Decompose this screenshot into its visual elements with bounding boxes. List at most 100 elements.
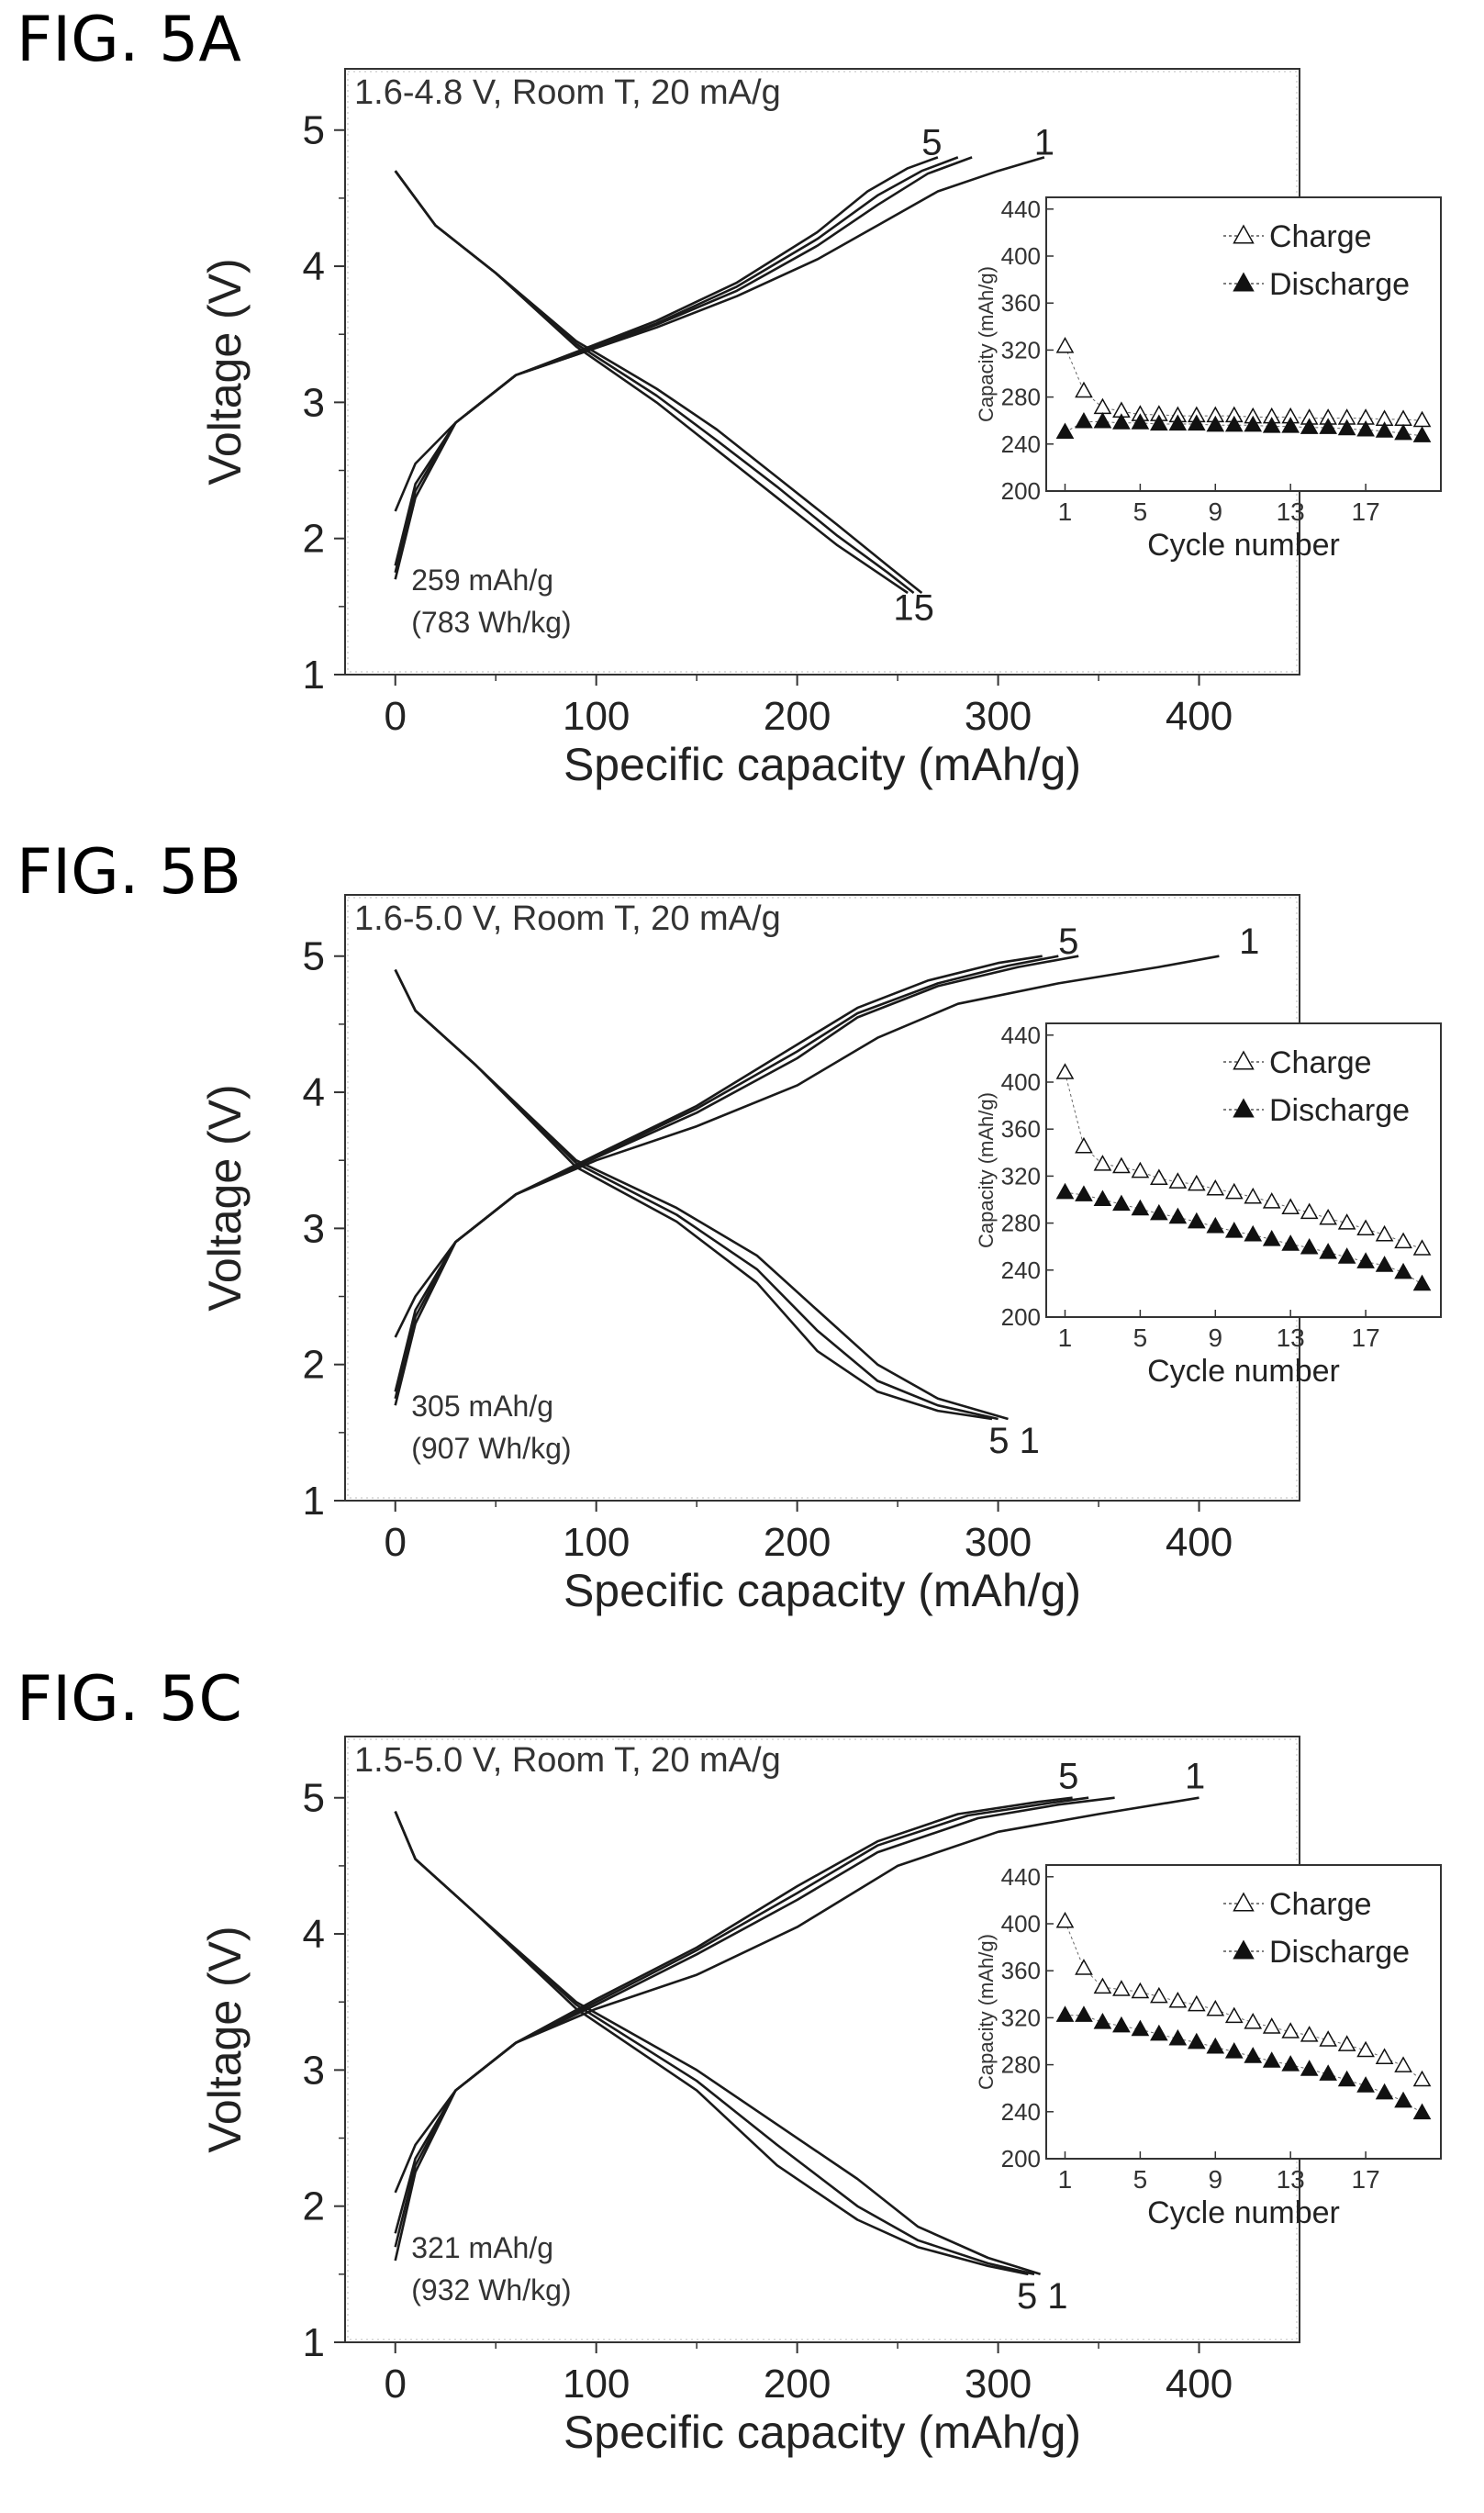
cycle-label: 1: [1239, 921, 1259, 962]
charge-marker: [1131, 1161, 1150, 1178]
charge-marker: [1319, 2030, 1337, 2047]
discharge-marker: [1337, 419, 1356, 436]
charge-marker: [1244, 1187, 1263, 1204]
discharge-marker: [1075, 2005, 1093, 2022]
inset-x-tick-label: 13: [1277, 1324, 1305, 1352]
y-tick-label: 1: [303, 2320, 325, 2365]
inset-x-tick-label: 1: [1058, 497, 1073, 526]
discharge-marker: [1244, 415, 1263, 432]
plot-inner-border: [347, 897, 1298, 1499]
inset-y-tick-label: 240: [1001, 1256, 1041, 1284]
x-tick-label: 400: [1166, 2362, 1233, 2407]
capacity-annotation: 321 mAh/g: [411, 2231, 553, 2264]
x-tick-label: 400: [1166, 694, 1233, 739]
inset-x-tick-label: 17: [1352, 2165, 1380, 2194]
discharge-marker: [1112, 1194, 1131, 1212]
inset-x-tick-label: 13: [1277, 497, 1305, 526]
voltage-chart-5b: 0 100 200 300 400 1 2 3 4 5 Specific capacity (mAh…: [199, 894, 1442, 1616]
inset-plot: 200 240 280 320 360 400 440 1 5 9 13 17 Cycle number…: [975, 1863, 1442, 2230]
inset-y-tick-label: 200: [1001, 1303, 1041, 1331]
x-tick-label: 300: [965, 1520, 1032, 1565]
charge-marker: [1319, 1208, 1337, 1225]
discharge-marker: [1394, 2091, 1412, 2108]
discharge-marker: [1244, 1224, 1263, 1242]
x-tick-label: 400: [1166, 1520, 1233, 1565]
cycle-label: 5: [1058, 1756, 1078, 1796]
inset-x-tick-label: 5: [1133, 1324, 1148, 1352]
discharge-marker: [1337, 1247, 1356, 1264]
discharge-marker: [1131, 2019, 1150, 2037]
inset-y-tick-label: 440: [1001, 195, 1041, 223]
discharge-marker: [1075, 1185, 1093, 1201]
discharge-marker: [1168, 2028, 1188, 2046]
inset-y-tick-label: 440: [1001, 1863, 1041, 1891]
inset-y-tick-label: 200: [1001, 2145, 1041, 2172]
discharge-marker: [1319, 1243, 1337, 1259]
charge-marker: [1075, 381, 1093, 398]
capacity-annotation: 305 mAh/g: [411, 1390, 553, 1423]
discharge-marker: [1375, 2083, 1394, 2100]
discharge-marker: [1337, 2070, 1356, 2087]
figure-label: FIG. 5A: [17, 4, 241, 76]
discharge-marker: [1206, 415, 1225, 432]
cycle-label: 1: [1034, 122, 1054, 162]
figure-panel-5c: FIG. 5C 0 100 200 300 400 1 2 3 4 5 Specific capac…: [0, 1663, 1484, 2489]
series-line-cycle-1-charge: [394, 156, 1045, 512]
charge-marker: [1206, 1178, 1225, 1196]
inset-x-tick-label: 9: [1208, 1324, 1222, 1352]
inset-x-tick-label: 9: [1208, 497, 1222, 526]
discharge-marker: [1281, 417, 1300, 433]
series-line-cycle-5-charge: [394, 955, 1043, 1406]
plot-inner-border: [347, 1738, 1298, 2340]
capacity-annotation: 259 mAh/g: [411, 564, 553, 597]
series-line-cycle-2-charge: [394, 156, 973, 566]
charge-marker: [1168, 1172, 1188, 1189]
y-tick-label: 5: [303, 934, 325, 979]
charge-marker: [1206, 1999, 1225, 2016]
inset-y-tick-label: 280: [1001, 2051, 1041, 2079]
discharge-marker: [1055, 422, 1075, 440]
series-line-cycle-5-charge: [394, 1796, 1073, 2262]
chart-title: 1.6-5.0 V, Room T, 20 mA/g: [354, 899, 781, 938]
x-axis-label: Specific capacity (mAh/g): [563, 739, 1081, 790]
charge-marker: [1131, 1982, 1150, 1999]
discharge-marker: [1375, 1256, 1394, 1272]
cycle-label: 5 1: [1017, 2276, 1068, 2317]
energy-annotation: (907 Wh/kg): [411, 1432, 571, 1465]
inset-y-axis-label: Capacity (mAh/g): [975, 266, 998, 422]
inset-y-tick-label: 200: [1001, 477, 1041, 505]
charge-marker: [1300, 1202, 1319, 1220]
discharge-marker: [1055, 2005, 1075, 2022]
discharge-marker: [1112, 2016, 1131, 2033]
discharge-marker: [1150, 2024, 1168, 2041]
charge-marker: [1244, 2012, 1263, 2029]
inset-y-tick-label: 360: [1001, 1115, 1041, 1143]
voltage-chart-5a: 0 100 200 300 400 1 2 3 4 5 Specific capacity (mAh…: [199, 68, 1442, 790]
x-axis-label: Specific capacity (mAh/g): [563, 1565, 1081, 1616]
discharge-marker: [1319, 418, 1337, 434]
inset-x-axis-label: Cycle number: [1147, 2195, 1340, 2230]
discharge-marker: [1356, 1252, 1375, 1268]
discharge-marker: [1281, 1234, 1300, 1251]
charge-marker: [1055, 1063, 1075, 1079]
charge-marker: [1412, 1239, 1432, 1256]
figure-label: FIG. 5B: [17, 836, 242, 909]
inset-x-tick-label: 17: [1352, 1324, 1380, 1352]
y-axis-label: Voltage (V): [199, 258, 251, 485]
chart-title: 1.5-5.0 V, Room T, 20 mA/g: [354, 1741, 781, 1780]
x-axis-label: Specific capacity (mAh/g): [563, 2407, 1081, 2458]
y-tick-label: 2: [303, 517, 325, 562]
inset-y-tick-label: 400: [1001, 1910, 1041, 1938]
discharge-marker: [1150, 1203, 1168, 1221]
charge-marker: [1375, 2048, 1394, 2064]
y-tick-label: 3: [303, 1206, 325, 1251]
discharge-marker: [1168, 1207, 1188, 1224]
legend-label-discharge: Discharge: [1269, 267, 1410, 302]
discharge-marker: [1075, 411, 1093, 429]
inset-x-tick-label: 5: [1133, 497, 1148, 526]
inset-y-tick-label: 320: [1001, 1162, 1041, 1189]
discharge-marker: [1093, 2012, 1112, 2029]
series-line-cycle-3-discharge: [394, 969, 999, 1421]
charge-marker: [1150, 1168, 1168, 1186]
legend-label-charge: Charge: [1269, 1045, 1372, 1080]
